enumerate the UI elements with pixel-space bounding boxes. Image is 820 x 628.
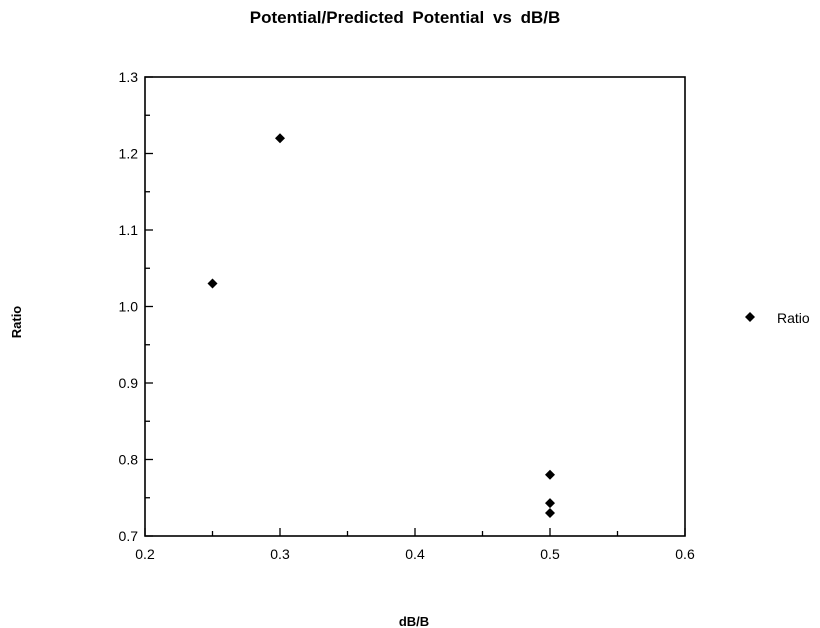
x-tick-label: 0.3 <box>270 546 290 562</box>
plot-area-frame <box>144 76 686 537</box>
y-tick-label: 1.1 <box>119 222 139 238</box>
y-tick-label: 0.7 <box>119 528 139 544</box>
x-tick-label: 0.2 <box>135 546 155 562</box>
legend-marker-ratio <box>745 312 755 322</box>
y-tick-label: 1.2 <box>119 146 139 162</box>
data-point <box>275 133 285 144</box>
data-point <box>545 469 555 480</box>
x-tick-label: 0.5 <box>540 546 560 562</box>
data-point <box>207 278 218 289</box>
legend-label-ratio: Ratio <box>777 310 810 326</box>
y-tick-label: 0.8 <box>119 452 139 468</box>
y-axis-label: Ratio <box>9 306 24 339</box>
y-tick-label: 0.9 <box>119 375 139 391</box>
data-point <box>545 508 555 519</box>
data-points <box>207 133 555 519</box>
x-tick-label: 0.4 <box>405 546 425 562</box>
axis-ticks <box>144 76 686 537</box>
chart-title: Potential/Predicted Potential vs dB/B <box>250 8 561 27</box>
x-tick-label: 0.6 <box>675 546 695 562</box>
y-tick-label: 1.3 <box>119 69 139 85</box>
x-axis-label: dB/B <box>399 614 429 628</box>
y-tick-label: 1.0 <box>119 299 139 315</box>
legend: Ratio <box>745 310 810 326</box>
tick-labels: 0.2 0.3 0.4 0.5 0.6 0.7 0.8 0.9 1.0 1.1 1.2 1.3 <box>119 69 695 562</box>
data-point <box>545 498 555 509</box>
